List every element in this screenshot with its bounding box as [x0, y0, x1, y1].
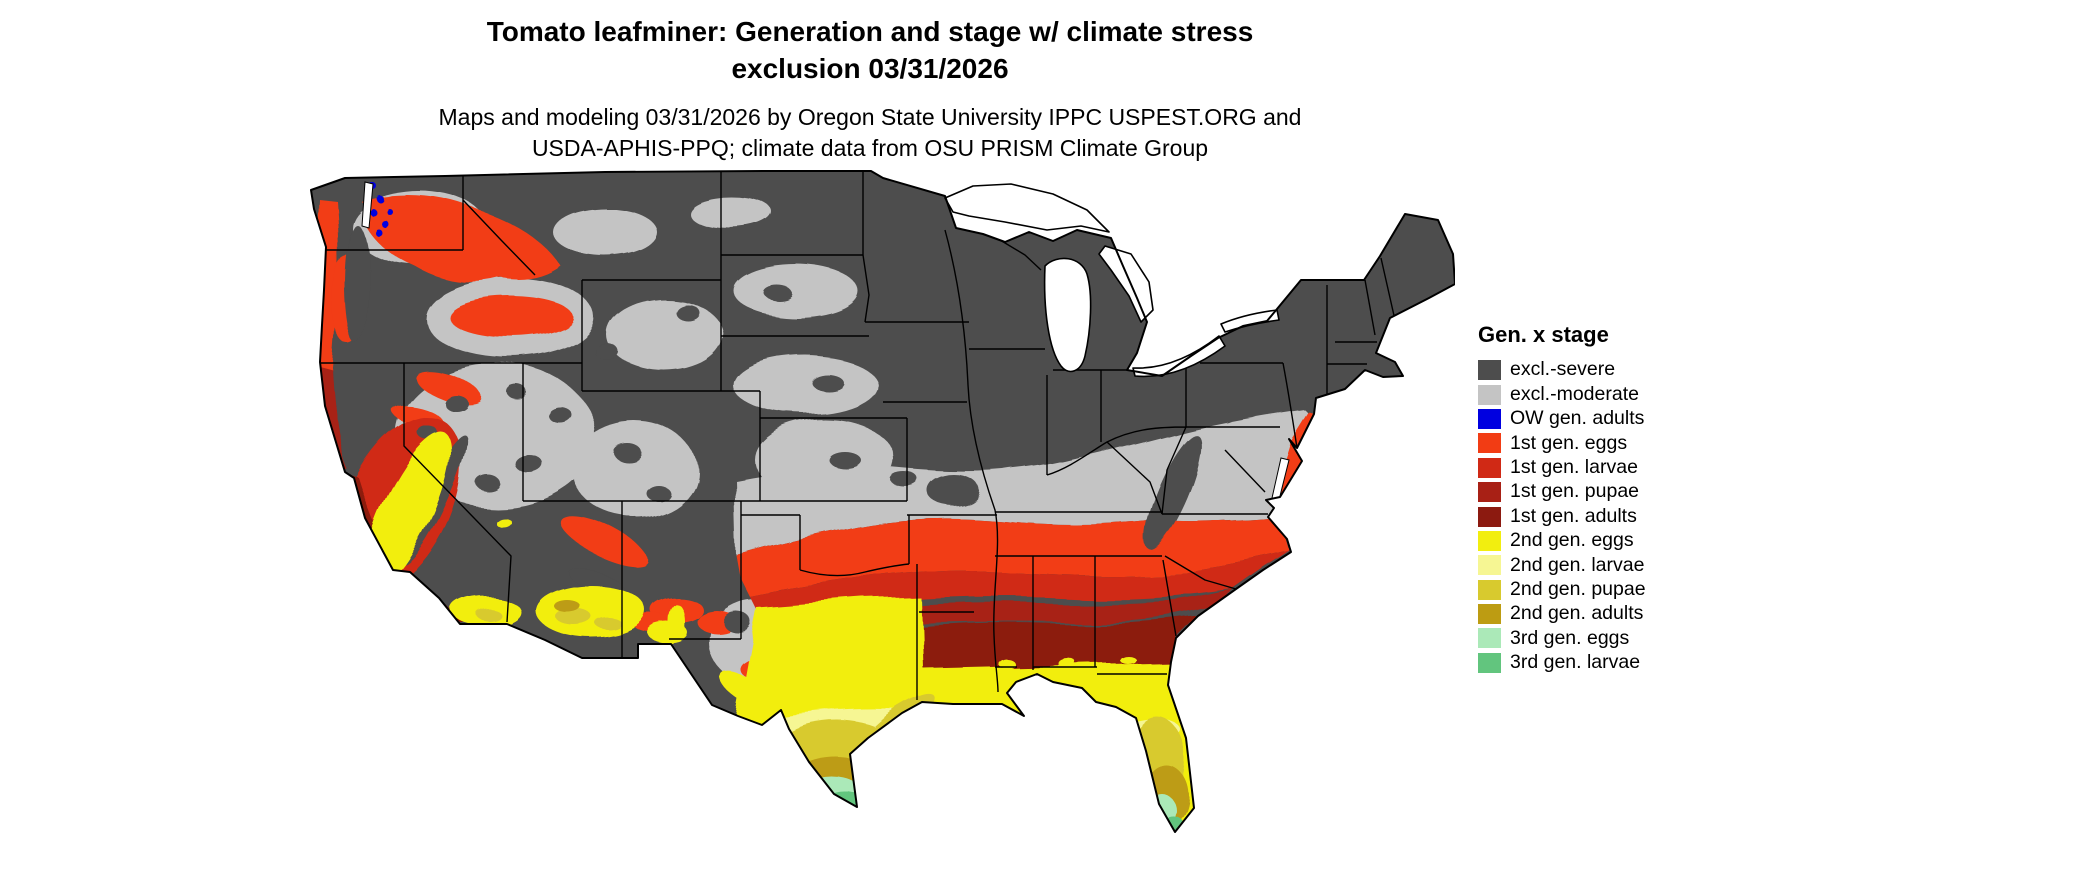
legend-item: 3rd gen. larvae	[1478, 651, 1708, 675]
legend-swatch	[1478, 482, 1501, 503]
legend-item: 1st gen. larvae	[1478, 456, 1708, 480]
legend-item: 2nd gen. larvae	[1478, 553, 1708, 577]
legend-item-label: excl.-moderate	[1510, 382, 1639, 405]
legend-item-label: excl.-severe	[1510, 358, 1616, 381]
figure-title-line1: Tomato leafminer: Generation and stage w…	[486, 16, 1254, 47]
lake-michigan	[1043, 257, 1092, 373]
legend-item: excl.-severe	[1478, 358, 1708, 382]
legend-item-label: 1st gen. pupae	[1510, 480, 1640, 503]
legend-item-label: 2nd gen. adults	[1510, 602, 1644, 625]
legend-swatch	[1478, 433, 1501, 454]
us-generation-stage-map	[305, 170, 1456, 845]
legend-item-label: 3rd gen. eggs	[1510, 626, 1630, 649]
legend-swatch	[1478, 408, 1501, 429]
lake-superior	[944, 183, 1110, 233]
legend-swatch	[1478, 384, 1501, 405]
region-1st-pupae	[318, 366, 1236, 629]
legend-item: 1st gen. pupae	[1478, 480, 1708, 504]
legend-swatch	[1478, 457, 1501, 478]
figure-title-line2: exclusion 03/31/2026	[731, 52, 1009, 84]
inland-water	[361, 181, 1290, 501]
figure-subtitle: Maps and modeling 03/31/2026 by Oregon S…	[0, 102, 1740, 164]
legend-item: 2nd gen. adults	[1478, 602, 1708, 626]
figure-title: Tomato leafminer: Generation and stage w…	[0, 14, 1740, 88]
model-regions	[311, 171, 1455, 832]
legend-item: 3rd gen. eggs	[1478, 626, 1708, 650]
legend-item: 2nd gen. eggs	[1478, 529, 1708, 553]
legend-title: Gen. x stage	[1478, 322, 1609, 347]
legend-item-label: 3rd gen. larvae	[1510, 651, 1641, 674]
legend-item: 1st gen. adults	[1478, 504, 1708, 528]
legend-item: 2nd gen. pupae	[1478, 578, 1708, 602]
legend-item-label: 1st gen. adults	[1510, 504, 1637, 527]
figure-subtitle-line1: Maps and modeling 03/31/2026 by Oregon S…	[438, 103, 1302, 130]
legend-item-label: 1st gen. larvae	[1510, 456, 1638, 478]
us-map-svg	[310, 170, 1456, 833]
legend-swatch	[1478, 579, 1501, 600]
legend-item-label: 2nd gen. larvae	[1510, 553, 1645, 576]
legend-item-label: 2nd gen. pupae	[1510, 577, 1646, 600]
state-borders	[321, 171, 1396, 700]
legend-swatch	[1478, 555, 1501, 576]
legend: Gen. x stage excl.-severe excl.-moderate O…	[1478, 322, 1708, 675]
figure-subtitle-line2: USDA-APHIS-PPQ; climate data from OSU PR…	[531, 134, 1209, 161]
legend-swatch	[1478, 360, 1501, 381]
legend-item: OW gen. adults	[1478, 407, 1708, 431]
figure-header: Tomato leafminer: Generation and stage w…	[0, 14, 1740, 164]
puget-sound-water	[361, 181, 374, 229]
legend-swatch	[1478, 604, 1501, 625]
legend-swatch	[1478, 506, 1501, 527]
legend-swatch	[1478, 652, 1501, 673]
us-outline	[310, 170, 1456, 833]
legend-item-label: 1st gen. eggs	[1510, 431, 1628, 454]
legend-item: excl.-moderate	[1478, 382, 1708, 406]
legend-item: 1st gen. eggs	[1478, 431, 1708, 455]
region-3rd-larvae	[821, 790, 1184, 832]
legend-item-label: 2nd gen. eggs	[1510, 529, 1634, 552]
legend-swatch	[1478, 530, 1501, 551]
legend-items: excl.-severe excl.-moderate OW gen. adults…	[1478, 358, 1708, 675]
legend-item-label: OW gen. adults	[1510, 407, 1645, 430]
legend-swatch	[1478, 628, 1501, 649]
